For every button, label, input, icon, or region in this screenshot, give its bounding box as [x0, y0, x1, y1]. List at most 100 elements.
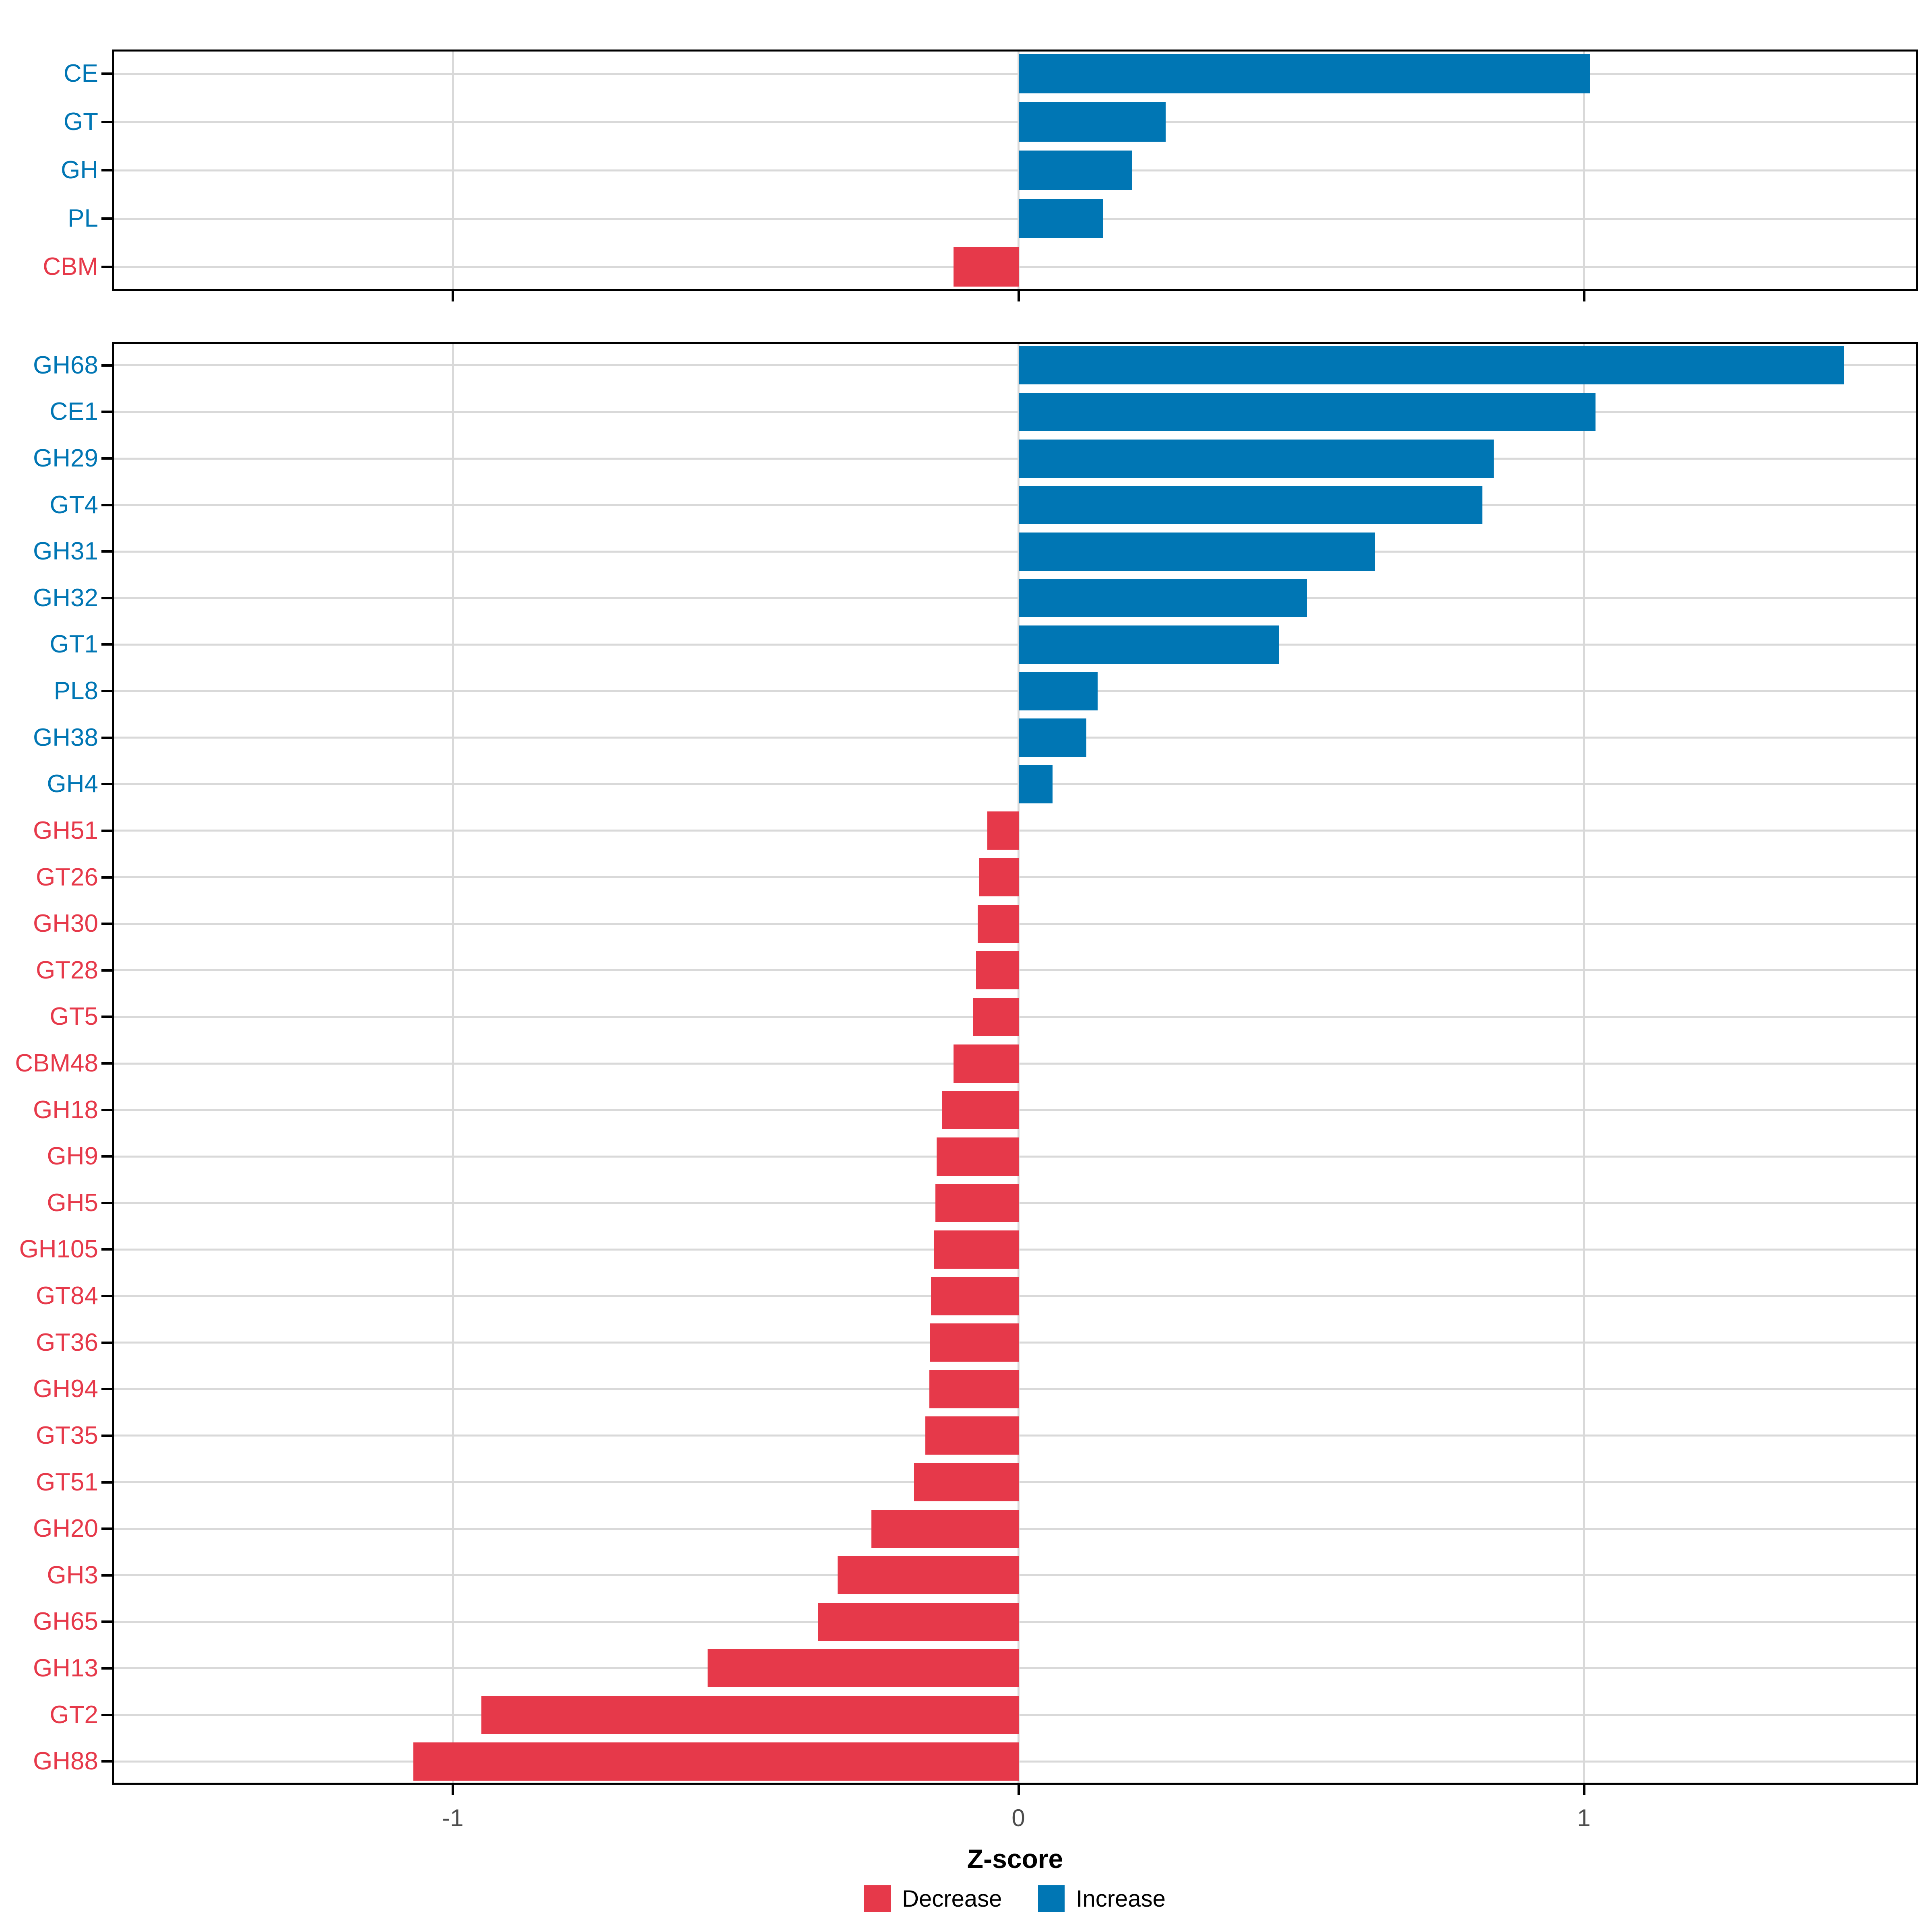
legend: Decrease Increase	[112, 1880, 1918, 1917]
y-tick-CE1	[101, 411, 112, 413]
y-label-GT51: GT51	[35, 1468, 98, 1496]
x-tick	[452, 1785, 454, 1795]
y-tick-GT84	[101, 1295, 112, 1298]
y-label-GH32: GH32	[33, 584, 98, 612]
y-tick-GH68	[101, 364, 112, 367]
y-tick-GH51	[101, 829, 112, 832]
horizontal-gridline	[112, 783, 1918, 785]
x-tick	[1017, 291, 1020, 301]
horizontal-gridline	[112, 364, 1918, 367]
bar-PL	[1018, 199, 1104, 238]
bar-GH38	[1018, 718, 1087, 757]
y-label-GH65: GH65	[33, 1608, 98, 1636]
y-tick-GT51	[101, 1481, 112, 1484]
horizontal-gridline	[112, 217, 1918, 220]
y-label-GH38: GH38	[33, 723, 98, 751]
bar-GH29	[1018, 439, 1494, 478]
bar-GT2	[481, 1696, 1019, 1734]
y-tick-GH65	[101, 1620, 112, 1623]
bar-GH31	[1018, 532, 1375, 571]
bar-GT26	[979, 858, 1019, 897]
legend-item-increase: Increase	[1038, 1885, 1166, 1912]
y-tick-GH105	[101, 1248, 112, 1251]
y-label-GH29: GH29	[33, 444, 98, 473]
y-tick-GH4	[101, 783, 112, 786]
horizontal-gridline	[112, 690, 1918, 692]
horizontal-gridline	[112, 72, 1918, 75]
bar-GH4	[1018, 765, 1053, 803]
y-label-GH105: GH105	[19, 1235, 98, 1263]
y-tick-GT35	[101, 1434, 112, 1437]
x-tick-label-zero: 0	[1011, 1804, 1025, 1831]
bar-GT35	[925, 1416, 1019, 1455]
horizontal-gridline	[112, 643, 1918, 646]
y-label-GT5: GT5	[50, 1003, 98, 1031]
horizontal-gridline	[112, 597, 1918, 599]
bar-GH51	[987, 811, 1019, 850]
bar-PL8	[1018, 672, 1098, 710]
bar-GT36	[930, 1323, 1019, 1362]
y-tick-GH13	[101, 1667, 112, 1670]
y-label-CBM: CBM	[43, 253, 98, 281]
bar-GH5	[935, 1184, 1019, 1222]
y-tick-GT26	[101, 876, 112, 879]
bottom-panel-plot-area	[112, 342, 1918, 1785]
y-label-GH31: GH31	[33, 537, 98, 566]
y-tick-GH20	[101, 1527, 112, 1530]
bar-GT1	[1018, 625, 1279, 664]
y-label-GH18: GH18	[33, 1096, 98, 1124]
y-label-GT36: GT36	[35, 1328, 98, 1356]
y-label-GT1: GT1	[50, 630, 98, 658]
bar-GH30	[978, 904, 1019, 943]
y-tick-GH5	[101, 1201, 112, 1204]
bar-GH18	[942, 1091, 1019, 1129]
y-label-GH88: GH88	[33, 1747, 98, 1775]
y-label-CBM48: CBM48	[15, 1049, 98, 1077]
y-label-GT26: GT26	[35, 863, 98, 891]
y-tick-GT	[101, 121, 112, 123]
bar-GH94	[929, 1370, 1019, 1408]
y-label-GT84: GT84	[35, 1282, 98, 1310]
bar-GH	[1018, 151, 1132, 190]
bar-GH68	[1018, 346, 1845, 385]
horizontal-gridline	[112, 169, 1918, 171]
y-label-GH30: GH30	[33, 910, 98, 938]
y-label-GH13: GH13	[33, 1654, 98, 1682]
x-tick	[1583, 1785, 1585, 1795]
bar-CBM	[954, 247, 1019, 287]
y-tick-GH30	[101, 923, 112, 925]
y-label-GH94: GH94	[33, 1375, 98, 1403]
bar-GH65	[817, 1602, 1019, 1641]
y-label-CE: CE	[63, 60, 98, 87]
horizontal-gridline	[112, 411, 1918, 413]
y-tick-GH31	[101, 550, 112, 553]
y-tick-GT5	[101, 1016, 112, 1018]
y-tick-CBM	[101, 266, 112, 268]
y-tick-GH38	[101, 736, 112, 739]
y-label-GH5: GH5	[47, 1189, 98, 1217]
bar-GH105	[933, 1230, 1019, 1269]
bar-GT84	[931, 1277, 1019, 1315]
y-label-GT35: GT35	[35, 1421, 98, 1449]
horizontal-gridline	[112, 457, 1918, 460]
x-tick-label-one: 1	[1577, 1804, 1591, 1831]
top-panel-plot-area	[112, 50, 1918, 291]
legend-label-increase: Increase	[1076, 1885, 1166, 1912]
bar-GT	[1018, 102, 1166, 142]
bar-GH88	[413, 1742, 1019, 1781]
legend-item-decrease: Decrease	[864, 1885, 1002, 1912]
y-tick-GT2	[101, 1713, 112, 1716]
decrease-swatch-icon	[864, 1885, 891, 1912]
y-tick-GT1	[101, 643, 112, 646]
y-label-GH4: GH4	[47, 770, 98, 798]
bar-GT28	[976, 951, 1019, 990]
y-label-CE1: CE1	[50, 398, 98, 426]
bar-GH9	[936, 1137, 1019, 1176]
y-tick-CE	[101, 72, 112, 75]
y-label-GH68: GH68	[33, 351, 98, 379]
bar-GH13	[707, 1649, 1019, 1688]
y-tick-GT4	[101, 504, 112, 506]
y-label-GT2: GT2	[50, 1701, 98, 1729]
bar-GH20	[871, 1509, 1019, 1548]
